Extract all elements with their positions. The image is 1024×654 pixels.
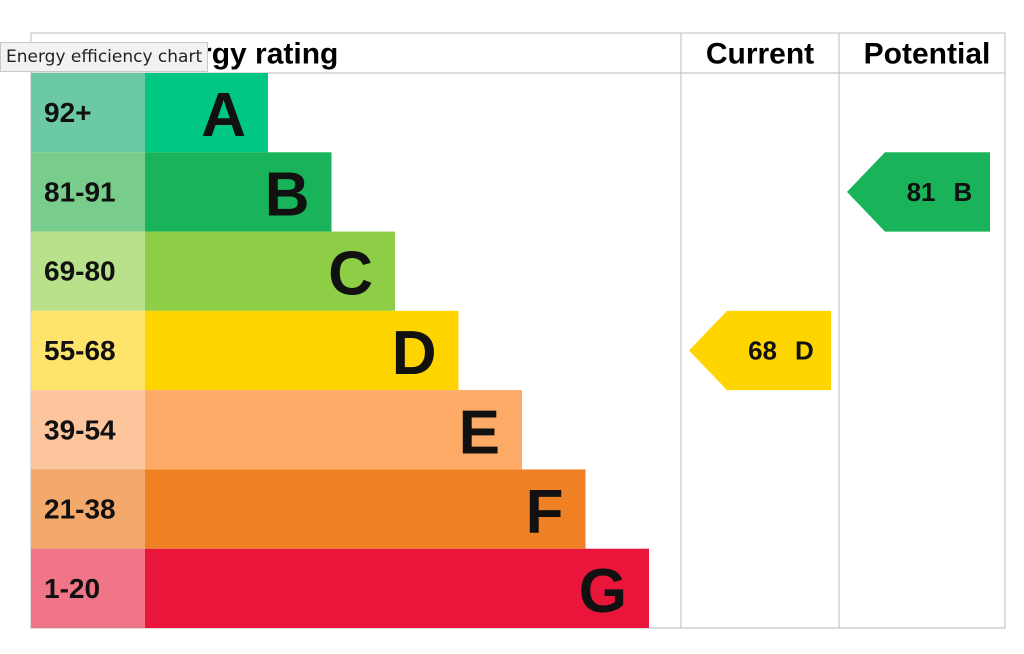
range-cell [31,310,145,391]
current-header: Current [706,38,814,71]
band-letter: B [265,160,310,229]
current-arrow [689,310,831,391]
band-bar [145,152,332,232]
band-range: 1-20 [44,573,100,604]
band-bar [145,390,522,470]
potential-arrow [847,152,990,232]
band-letter: G [579,557,627,626]
band-letter: C [328,240,373,309]
range-cell [31,231,145,311]
band-bar [145,469,586,549]
band-letter: A [201,81,246,150]
band-letter: E [459,398,500,467]
band-range: 81-91 [44,176,116,207]
current-value: 68 [748,336,777,366]
range-cell [31,73,145,153]
tooltip: Energy efficiency chart [0,42,209,72]
potential-value: 81 [907,177,936,207]
band-bar [145,310,459,391]
band-bar [145,73,268,153]
band-range: 55-68 [44,335,116,366]
band-letter: F [526,478,564,547]
band-range: 21-38 [44,494,116,525]
range-cell [31,469,145,549]
range-cell [31,152,145,232]
potential-header: Potential [864,38,991,71]
range-cell [31,548,145,628]
band-range: 69-80 [44,256,116,287]
band-letter: D [392,319,437,388]
current-letter: D [795,336,814,366]
range-cell [31,390,145,470]
potential-letter: B [954,177,973,207]
band-bar [145,548,649,628]
band-range: 92+ [44,97,92,128]
band-bar [145,231,395,311]
band-range: 39-54 [44,414,116,445]
